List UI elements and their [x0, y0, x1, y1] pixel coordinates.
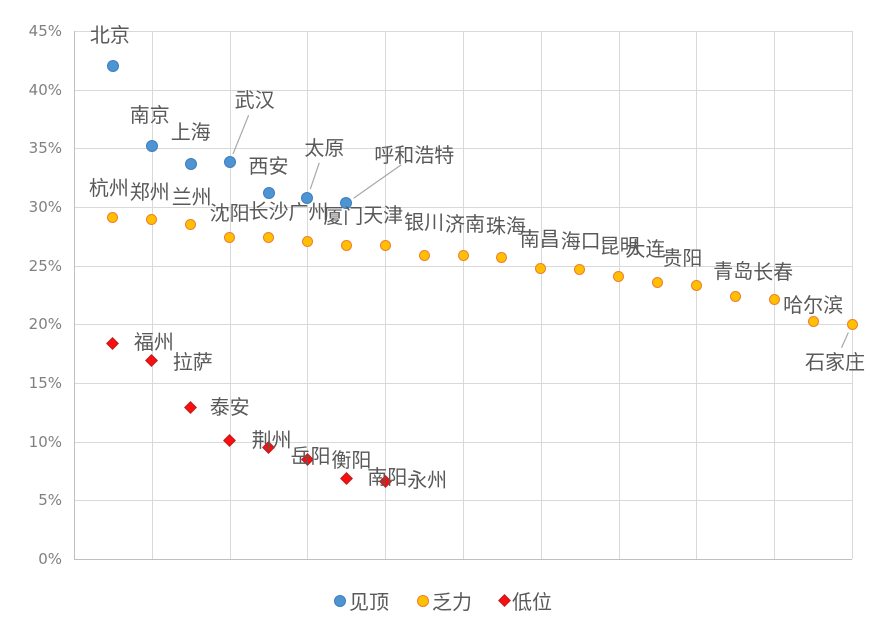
- data-point-label: 拉萨: [172, 349, 213, 374]
- legend-item-jianding: 见顶: [334, 586, 389, 615]
- data-point-乏力: [146, 214, 158, 226]
- v-gridline: [696, 31, 698, 559]
- data-point-见顶: [262, 186, 275, 199]
- data-point-label: 兰州: [171, 184, 212, 209]
- data-point-label: 贵阳: [662, 245, 703, 270]
- data-point-label: 荆州: [251, 428, 292, 453]
- data-point-label: 大连: [625, 237, 666, 262]
- v-gridline: [229, 31, 231, 559]
- data-point-label: 上海: [170, 119, 211, 144]
- data-point-乏力: [690, 280, 702, 292]
- data-point-乏力: [107, 212, 119, 224]
- data-point-label: 青岛: [713, 259, 754, 284]
- data-point-乏力: [185, 219, 197, 231]
- data-point-乏力: [613, 270, 625, 282]
- y-axis-tick-label: 45%: [28, 22, 62, 40]
- data-point-label: 太原: [304, 135, 345, 160]
- data-point-label: 哈尔滨: [783, 292, 844, 317]
- legend-label: 低位: [512, 590, 552, 614]
- v-gridline: [463, 31, 464, 559]
- y-axis-tick-label: 0%: [38, 550, 62, 568]
- data-point-乏力: [418, 249, 430, 261]
- v-gridline: [852, 31, 853, 559]
- data-point-label: 泰安: [209, 394, 250, 419]
- legend-label: 见顶: [349, 590, 389, 614]
- data-point-label: 郑州: [129, 179, 170, 204]
- data-point-label: 珠海: [485, 214, 526, 239]
- v-gridline: [74, 31, 75, 559]
- data-point-label: 呼和浩特: [374, 143, 455, 168]
- data-point-label: 长春: [753, 259, 794, 284]
- data-point-label: 南昌: [519, 227, 560, 251]
- h-gridline: [74, 559, 852, 560]
- jianding-circle-marker-icon: [334, 594, 346, 607]
- data-point-label: 岳阳: [290, 443, 331, 468]
- data-point-label: 北京: [89, 23, 130, 48]
- data-point-label: 济南: [445, 212, 485, 237]
- v-gridline: [307, 31, 309, 559]
- data-point-label: 石家庄: [805, 350, 865, 375]
- data-point-label: 海口: [560, 229, 601, 254]
- data-point-乏力: [807, 316, 819, 328]
- data-point-label: 武汉: [234, 88, 275, 113]
- v-gridline: [151, 31, 153, 559]
- data-point-label: 沈阳: [209, 200, 250, 225]
- data-point-乏力: [301, 235, 313, 247]
- y-axis-tick-label: 35%: [28, 139, 62, 158]
- data-point-label: 银川: [404, 210, 445, 235]
- legend-item-diwei: 低位: [498, 586, 552, 615]
- data-point-乏力: [379, 240, 391, 252]
- data-point-乏力: [574, 263, 586, 275]
- diwei-diamond-marker-icon: [498, 594, 511, 607]
- data-point-label: 南阳: [367, 465, 408, 490]
- v-gridline: [385, 31, 387, 559]
- data-point-label: 福州: [133, 330, 174, 355]
- data-point-label: 昆明: [599, 234, 640, 259]
- data-point-label: 南京: [129, 102, 170, 127]
- data-point-label: 杭州: [88, 175, 129, 200]
- y-axis-tick-label: 40%: [28, 80, 62, 99]
- data-point-乏力: [846, 318, 858, 330]
- data-point-乏力: [729, 290, 741, 302]
- data-point-见顶: [340, 197, 353, 210]
- data-point-乏力: [535, 262, 547, 274]
- data-point-label: 西安: [248, 153, 289, 178]
- y-axis-tick-label: 10%: [28, 432, 62, 451]
- data-point-label: 天津: [363, 202, 404, 227]
- data-point-label: 厦门: [323, 203, 364, 228]
- legend-item-fali: 乏力: [417, 586, 472, 615]
- data-point-见顶: [223, 156, 236, 169]
- y-axis-tick-label: 30%: [28, 198, 62, 216]
- legend: 见顶 乏力 低位: [0, 586, 886, 615]
- data-point-label: 衡阳: [331, 448, 372, 473]
- data-point-乏力: [224, 232, 236, 243]
- y-axis-tick-label: 25%: [28, 256, 62, 275]
- fali-circle-marker-icon: [417, 594, 429, 607]
- data-point-见顶: [106, 60, 119, 73]
- y-axis-tick-label: 5%: [38, 491, 62, 510]
- data-point-见顶: [184, 157, 197, 170]
- data-point-乏力: [768, 294, 780, 306]
- y-axis-tick-label: 20%: [28, 315, 62, 334]
- data-point-见顶: [145, 139, 158, 152]
- data-point-乏力: [263, 232, 274, 243]
- y-axis-tick-label: 15%: [28, 374, 62, 392]
- data-point-乏力: [457, 249, 469, 261]
- data-point-乏力: [652, 276, 663, 288]
- data-point-乏力: [496, 251, 508, 263]
- data-point-label: 永州: [407, 467, 448, 492]
- data-point-label: 广州: [288, 200, 329, 225]
- v-gridline: [540, 31, 542, 559]
- v-gridline: [618, 31, 620, 559]
- data-point-乏力: [340, 240, 352, 252]
- data-point-见顶: [301, 191, 314, 204]
- data-point-label: 长沙: [248, 198, 289, 223]
- legend-label: 乏力: [432, 590, 472, 614]
